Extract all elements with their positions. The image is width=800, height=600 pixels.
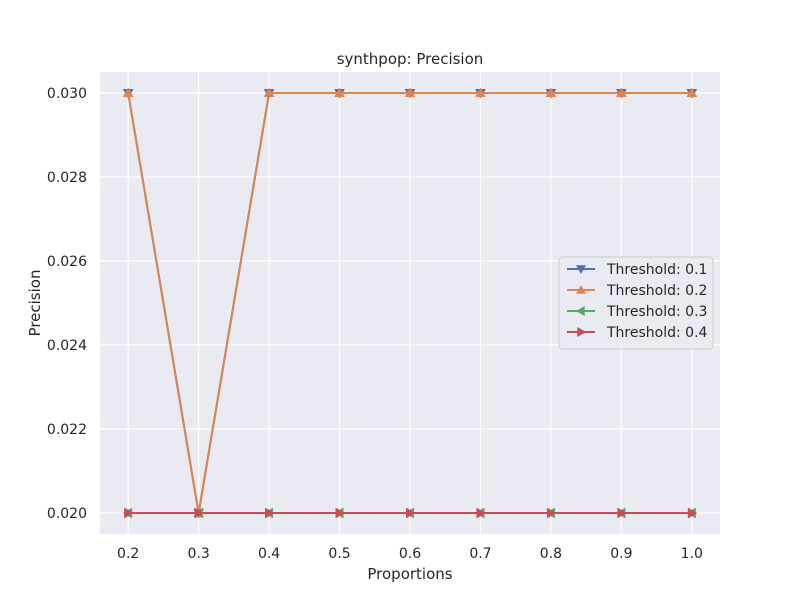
data-point (687, 507, 698, 519)
legend-marker (576, 306, 585, 316)
y-tick-label: 0.030 (47, 86, 87, 102)
legend-label: Threshold: 0.2 (606, 283, 707, 299)
legend-label: Threshold: 0.4 (606, 325, 708, 341)
y-tick-label: 0.028 (47, 170, 87, 186)
x-tick-label: 0.4 (258, 546, 280, 562)
data-point (265, 507, 275, 519)
series-4 (124, 507, 698, 519)
x-tick-label: 0.5 (328, 546, 350, 562)
y-tick-label: 0.020 (47, 506, 87, 522)
tick-labels: 0.2 0.3 0.4 0.5 0.6 0.7 0.8 0.9 1.0 0.020 0.022 0.0… (47, 86, 703, 562)
y-tick-label: 0.026 (47, 254, 87, 270)
data-point (617, 507, 627, 519)
legend-marker (577, 327, 586, 337)
legend-label: Threshold: 0.1 (606, 262, 707, 278)
data-point (615, 87, 627, 97)
y-axis-label: Precision (26, 270, 44, 337)
legend-marker (576, 285, 586, 294)
x-tick-label: 0.9 (610, 546, 632, 562)
chart-title: synthpop: Precision (337, 50, 484, 68)
data-point (545, 87, 557, 97)
x-tick-label: 0.6 (399, 546, 421, 562)
data-point (406, 507, 416, 519)
data-point (475, 87, 486, 97)
legend-item-4: Threshold: 0.4 (567, 325, 708, 341)
data-point (122, 87, 134, 97)
y-tick-label: 0.022 (47, 422, 87, 438)
legend-item-1: Threshold: 0.1 (567, 262, 707, 278)
data-point (476, 507, 486, 519)
legend-box (558, 256, 714, 350)
data-point (124, 507, 134, 519)
x-tick-label: 0.7 (469, 546, 491, 562)
x-tick-label: 1.0 (681, 546, 703, 562)
legend-marker (576, 265, 586, 274)
x-tick-label: 0.8 (540, 546, 562, 562)
data-point (404, 87, 416, 97)
data-point (335, 507, 346, 519)
legend: Threshold: 0.1 Threshold: 0.2 Threshold: 0… (558, 256, 714, 350)
legend-item-2: Threshold: 0.2 (567, 283, 707, 299)
data-point (194, 507, 205, 519)
legend-item-3: Threshold: 0.3 (567, 304, 707, 320)
x-tick-label: 0.3 (188, 546, 210, 562)
series-layer (122, 87, 698, 519)
data-point (334, 87, 345, 97)
legend-label: Threshold: 0.3 (606, 304, 707, 320)
y-tick-label: 0.024 (47, 338, 87, 354)
data-point (263, 87, 275, 97)
data-point (686, 87, 698, 97)
x-axis-label: Proportions (367, 565, 452, 583)
data-point (546, 507, 557, 519)
x-tick-label: 0.2 (117, 546, 139, 562)
